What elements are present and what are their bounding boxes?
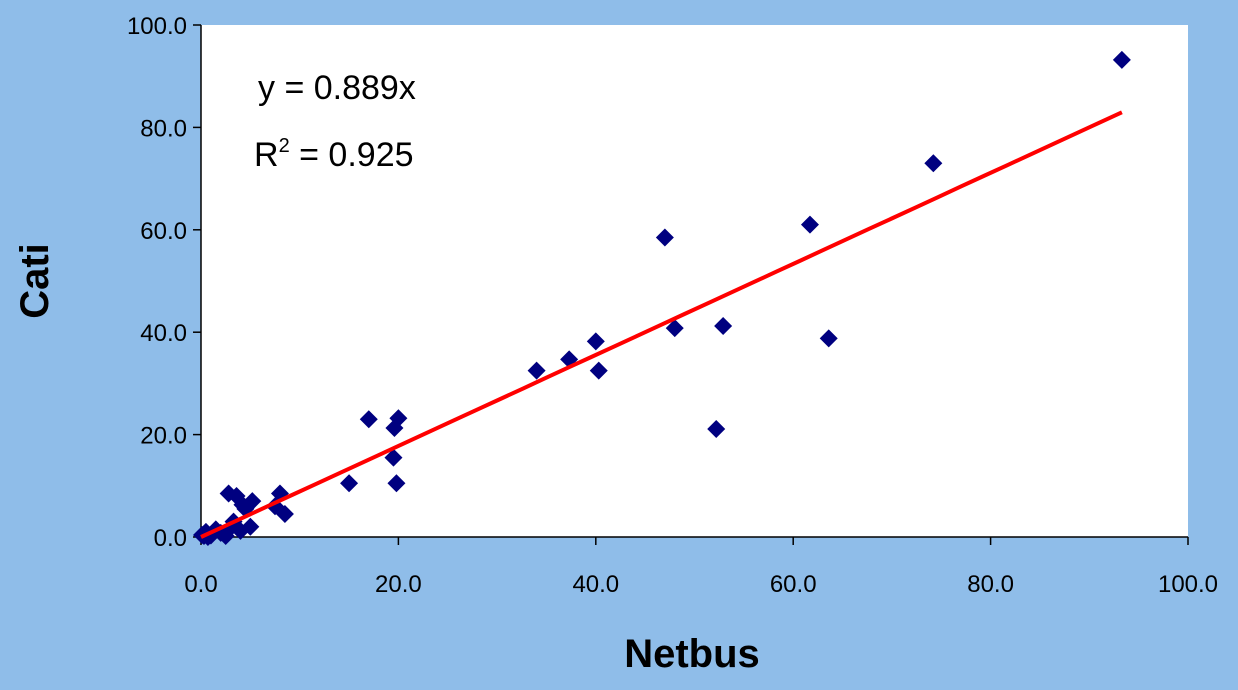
data-point — [655, 228, 674, 247]
y-tick-label: 0.0 — [154, 525, 187, 552]
x-axis-title: Netbus — [624, 632, 760, 676]
x-tick-label: 0.0 — [184, 571, 217, 598]
r-squared-exponent: 2 — [279, 135, 290, 157]
data-point — [389, 409, 408, 428]
data-point — [275, 504, 294, 523]
y-axis-title: Cati — [13, 243, 57, 319]
plot-area — [201, 25, 1188, 537]
r-squared-value: = 0.925 — [290, 136, 414, 174]
r-squared-prefix: R — [254, 136, 279, 174]
data-point — [340, 474, 359, 493]
data-point — [527, 361, 546, 380]
data-point — [800, 215, 819, 234]
x-tick-label: 60.0 — [770, 571, 817, 598]
data-point — [707, 419, 726, 438]
data-point — [924, 154, 943, 173]
x-tick-label: 80.0 — [967, 571, 1014, 598]
y-axis: 0.0 20.0 40.0 60.0 80.0 100.0 — [127, 13, 202, 552]
y-tick-label: 100.0 — [127, 13, 187, 40]
y-tick-label: 20.0 — [140, 423, 187, 450]
data-point — [387, 474, 406, 493]
x-tick-label: 40.0 — [572, 571, 619, 598]
x-tick-label: 20.0 — [375, 571, 422, 598]
data-point — [359, 410, 378, 429]
trendline — [200, 110, 1123, 539]
data-point — [384, 448, 403, 467]
r-squared-label: R2 = 0.925 — [254, 135, 414, 174]
data-point — [586, 332, 605, 351]
trendline-equation: y = 0.889x — [258, 69, 416, 107]
data-point — [589, 361, 608, 380]
data-points — [192, 50, 1131, 546]
y-tick-label: 60.0 — [140, 218, 187, 245]
data-point — [665, 319, 684, 338]
y-tick-label: 40.0 — [140, 320, 187, 347]
y-tick-label: 80.0 — [140, 115, 187, 142]
x-tick-label: 100.0 — [1158, 571, 1218, 598]
data-point — [714, 317, 733, 336]
data-point — [819, 329, 838, 348]
x-axis: 0.0 20.0 40.0 60.0 80.0 100.0 — [184, 536, 1218, 598]
data-point — [243, 492, 262, 511]
data-point — [241, 517, 260, 536]
data-point — [1112, 50, 1131, 69]
